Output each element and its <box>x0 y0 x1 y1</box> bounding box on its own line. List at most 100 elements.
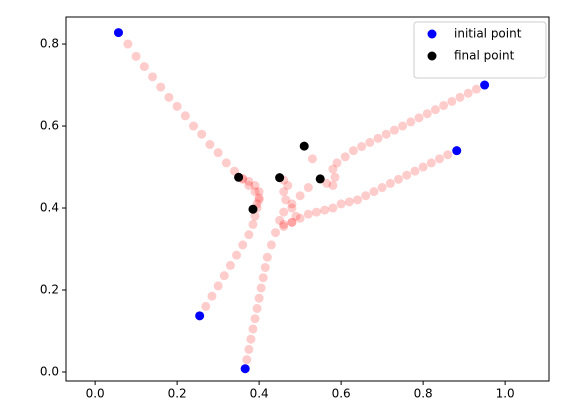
trajectory-point <box>430 105 440 115</box>
trajectory-point <box>303 209 313 219</box>
trajectory-point <box>271 228 281 238</box>
trajectory-point <box>312 207 322 217</box>
trajectory-point <box>418 162 428 172</box>
trajectory-point <box>221 158 231 168</box>
x-tick-label: 0.8 <box>414 387 433 401</box>
trajectory-point <box>197 129 207 139</box>
trajectory-point <box>256 283 266 293</box>
trajectory-point <box>443 150 453 160</box>
trajectory-point <box>377 183 387 193</box>
trajectory-point <box>131 51 141 61</box>
legend-label: initial point <box>454 27 522 41</box>
legend-marker <box>427 29 437 39</box>
point <box>275 173 285 183</box>
x-tick-label: 0.4 <box>250 387 269 401</box>
trajectory-point <box>328 164 338 174</box>
trajectory-point <box>414 113 424 123</box>
trajectory-point <box>455 92 465 102</box>
trajectory-point <box>254 293 264 303</box>
point <box>315 174 325 184</box>
trajectory-point <box>242 355 252 365</box>
trajectory-point <box>357 142 367 152</box>
x-tick-label: 0.6 <box>332 387 351 401</box>
trajectory-point <box>244 344 254 354</box>
trajectory-point <box>254 193 264 203</box>
point <box>480 80 490 90</box>
trajectory-point <box>279 221 289 231</box>
trajectory-point <box>123 39 133 49</box>
trajectory-point <box>344 197 354 207</box>
trajectory-point <box>303 183 313 193</box>
trajectory-point <box>410 166 420 176</box>
trajectory-point <box>250 211 260 221</box>
trajectory-point <box>254 187 264 197</box>
point <box>113 28 123 38</box>
trajectory-point <box>295 191 305 201</box>
trajectory-point <box>361 191 371 201</box>
trajectory-point <box>213 148 223 158</box>
trajectory-point <box>250 314 260 324</box>
trajectory-point <box>373 133 383 143</box>
trajectory-point <box>328 180 338 190</box>
trajectory-point <box>219 271 229 281</box>
trajectory-point <box>244 176 254 186</box>
trajectory-point <box>139 62 149 72</box>
trajectory-point <box>275 215 285 225</box>
trajectory-point <box>322 178 332 188</box>
trajectory-point <box>385 178 395 188</box>
trajectory-point <box>365 137 375 147</box>
trajectory-point <box>435 154 445 164</box>
x-tick-label: 1.0 <box>496 387 515 401</box>
trajectory-point <box>248 324 258 334</box>
trajectory-point <box>291 211 301 221</box>
trajectory-point <box>225 260 235 270</box>
trajectory-point <box>213 281 223 291</box>
point <box>452 146 462 156</box>
trajectory-point <box>406 117 416 127</box>
point <box>248 204 258 214</box>
y-tick-label: 0.2 <box>40 283 59 297</box>
trajectory-point <box>244 230 254 240</box>
trajectory-point <box>258 273 268 283</box>
trajectory-point <box>180 111 190 121</box>
legend: initial point final point <box>413 21 547 79</box>
point <box>299 141 309 151</box>
trajectory-point <box>201 301 211 311</box>
axes-frame <box>65 16 550 382</box>
point-series <box>113 28 490 374</box>
trajectory-point <box>330 172 340 182</box>
trajectory-point <box>252 303 262 313</box>
trajectory-point <box>260 262 270 272</box>
trajectory-point <box>426 158 436 168</box>
trajectory-point <box>279 187 289 197</box>
point <box>195 311 205 321</box>
point <box>234 172 244 182</box>
trajectory-point <box>164 92 174 102</box>
trajectory-point <box>287 199 297 209</box>
trajectory-point <box>320 205 330 215</box>
trajectory-point <box>281 195 291 205</box>
trajectory-point <box>463 88 473 98</box>
trajectory-point <box>287 217 297 227</box>
trajectory-point <box>328 203 338 213</box>
trajectory-point <box>205 139 215 149</box>
trajectory-point <box>402 170 412 180</box>
trajectory-point <box>439 101 449 111</box>
trajectory-point <box>207 291 217 301</box>
x-tick-label: 0.0 <box>86 387 105 401</box>
trajectory-point <box>279 207 289 217</box>
trajectory-point <box>232 250 242 260</box>
trajectory-point <box>238 240 248 250</box>
x-tick-label: 0.2 <box>168 387 187 401</box>
y-tick-label: 0.0 <box>40 364 59 378</box>
point-series <box>234 141 325 214</box>
trajectory-point <box>295 213 305 223</box>
trajectory-point <box>422 109 432 119</box>
point <box>240 364 250 374</box>
trajectory-point <box>336 199 346 209</box>
trajectory-point <box>156 82 166 92</box>
trajectory-point <box>369 187 379 197</box>
trajectory-point <box>287 217 297 227</box>
trajectory-point <box>250 187 260 197</box>
